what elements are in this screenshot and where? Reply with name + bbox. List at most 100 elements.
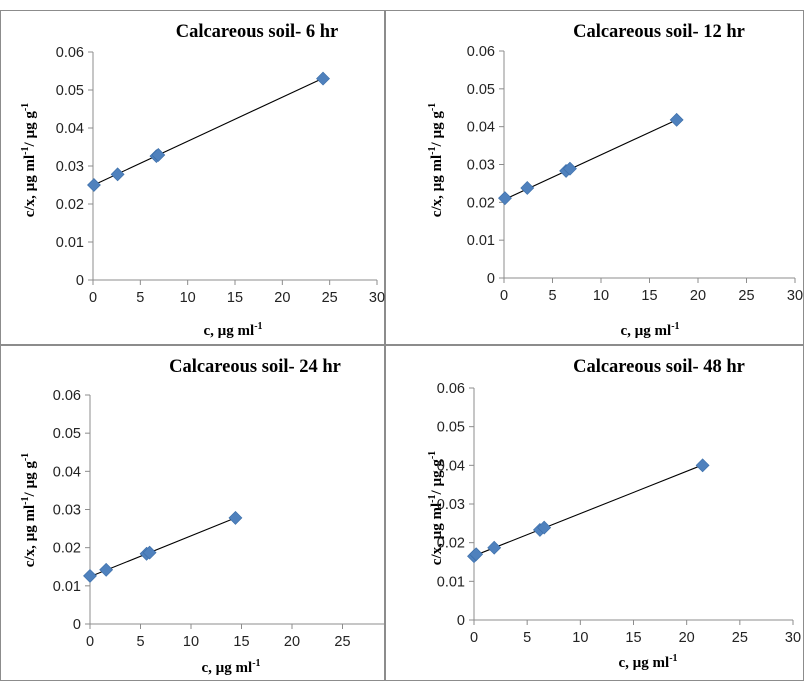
x-tick-label: 5 [136,290,144,306]
chart-title: Calcareous soil- 6 hr [176,22,339,42]
y-tick-label: 0.02 [437,536,465,552]
trendline [89,517,236,578]
data-point [110,167,125,182]
y-axis-label-main: c/x, µg ml [22,505,38,567]
data-point [520,181,535,195]
x-tick-label: 15 [233,634,249,650]
y-tick-label: 0.04 [437,458,465,474]
y-axis-label-main: c/x, µg ml [429,503,445,565]
data-point [469,547,484,562]
y-tick-label: 0.06 [53,388,81,404]
data-point [695,458,710,473]
x-tick-label: 20 [284,634,300,650]
x-tick-label: 20 [679,630,695,646]
y-tick-label: 0.06 [467,44,495,60]
chart-panel-2: Calcareous soil- 12 hr c/x, µg ml-1/ µg … [385,0,804,345]
x-axis-label: c, µg ml-1 [201,658,260,676]
x-tick-label: 30 [785,630,801,646]
x-tick-label: 30 [369,290,385,306]
y-tick-label: 0.01 [437,574,465,590]
y-axis-label-sup: -1 [20,496,31,504]
y-axis-label-mid: / µg g [22,111,38,148]
y-axis-label-mid: / µg g [22,461,38,498]
x-tick-label: 5 [136,634,144,650]
x-tick-label: 15 [641,288,657,304]
x-tick-label: 25 [334,634,350,650]
chart-title: Calcareous soil- 48 hr [573,357,745,377]
svg-text:c/x, µg ml-1/ µg g-1: c/x, µg ml-1/ µg g-1 [427,451,445,565]
chart-frame [0,10,385,345]
y-tick-label: 0.04 [56,121,84,137]
x-tick-label: 20 [274,290,290,306]
x-tick-label: 10 [180,290,196,306]
trendline [473,464,703,557]
data-point [151,148,166,162]
trendline [92,77,324,186]
svg-text:c/x, µg ml-1/ µg g-1: c/x, µg ml-1/ µg g-1 [20,453,38,567]
y-axis-label: c/x, µg ml-1/ µg g-1 [20,103,38,217]
y-axis-label: c/x, µg ml-1/ µg g-1 [427,103,445,217]
data-point [563,161,577,176]
x-tick-label: 0 [500,288,508,304]
x-axis-label: c, µg ml-1 [620,321,679,339]
chart-title: Calcareous soil- 12 hr [573,22,745,42]
x-tick-label: 10 [593,288,609,304]
x-tick-label: 10 [572,630,588,646]
y-tick-label: 0.02 [467,195,495,211]
y-tick-label: 0.05 [56,83,84,99]
y-axis-label-mid: / µg g [429,459,445,496]
y-tick-label: 0 [73,617,81,633]
chart-panel-1: Calcareous soil- 6 hr c/x, µg ml-1/ µg g… [0,0,385,345]
y-axis-label: c/x, µg ml-1/ µg g-1 [427,451,445,565]
y-tick-label: 0.06 [437,381,465,397]
x-tick-label: 15 [625,630,641,646]
y-tick-label: 0.05 [467,82,495,98]
x-tick-label: 10 [183,634,199,650]
y-tick-label: 0.03 [53,503,81,519]
data-point [487,540,502,555]
y-tick-label: 0.01 [53,579,81,595]
chart-svg-2: Calcareous soil- 12 hr c/x, µg ml-1/ µg … [385,10,804,345]
x-tick-label: 25 [322,290,338,306]
x-tick-label: 5 [523,630,531,646]
y-tick-label: 0.03 [467,158,495,174]
y-tick-label: 0 [457,613,465,629]
chart-title: Calcareous soil- 24 hr [169,357,341,377]
x-axis-label-main: c, µg ml [618,655,669,671]
data-point [669,112,684,127]
y-tick-label: 0.04 [467,120,495,136]
y-tick-label: 0 [487,271,495,287]
x-tick-label: 15 [227,290,243,306]
x-axis-label-main: c, µg ml [201,660,252,676]
x-tick-label: 20 [690,288,706,304]
data-point [99,562,114,577]
chart-svg-1: Calcareous soil- 6 hr c/x, µg ml-1/ µg g… [0,10,385,345]
x-tick-label: 0 [86,634,94,650]
chart-svg-3: Calcareous soil- 24 hr c/x, µg ml-1/ µg … [0,345,401,681]
x-axis-label-sup: -1 [252,658,260,669]
chart-svg-4: Calcareous soil- 48 hr c/x, µg ml-1/ µg … [385,345,804,681]
y-axis-label: c/x, µg ml-1/ µg g-1 [20,453,38,567]
x-tick-label: 25 [738,288,754,304]
data-point [87,178,101,192]
data-point [537,520,552,535]
y-tick-label: 0.01 [467,233,495,249]
chart-panel-4: Calcareous soil- 48 hr c/x, µg ml-1/ µg … [385,345,804,681]
x-tick-label: 0 [470,630,478,646]
x-axis-label-main: c, µg ml [203,323,254,339]
x-axis-label-sup: -1 [671,321,679,332]
y-axis-label-main: c/x, µg ml [22,155,38,217]
data-point [142,545,157,560]
y-tick-label: 0.05 [437,420,465,436]
x-tick-label: 5 [548,288,556,304]
y-axis-label-main: c/x, µg ml [429,155,445,217]
y-tick-label: 0.04 [53,464,81,480]
y-tick-label: 0.03 [56,159,84,175]
y-tick-label: 0.01 [56,235,84,251]
y-axis-label-sup: -1 [20,453,31,461]
x-axis-label-sup: -1 [669,653,677,664]
